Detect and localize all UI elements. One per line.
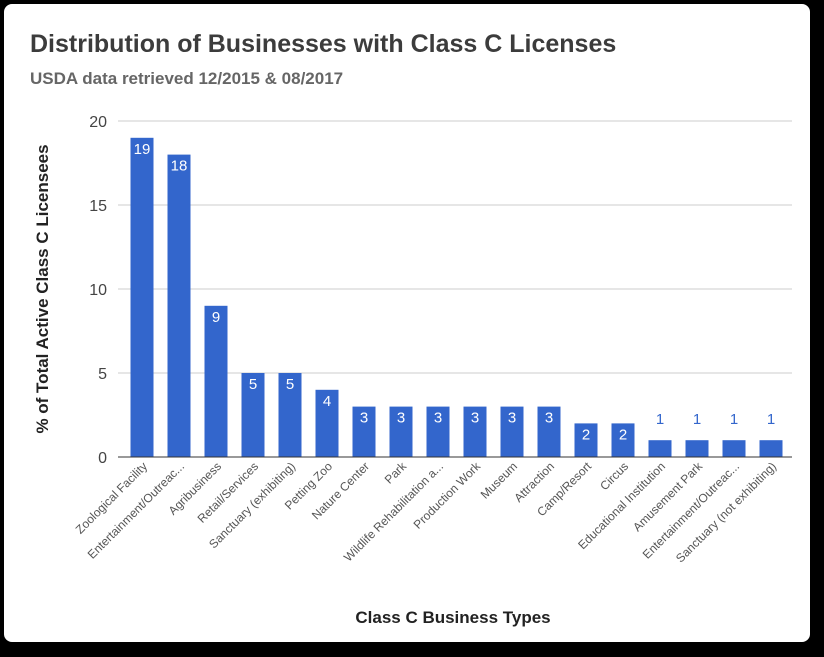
data-label: 9 [212, 309, 220, 326]
bar [130, 137, 154, 458]
data-label: 3 [434, 410, 442, 427]
data-label: 3 [471, 410, 479, 427]
data-label: 2 [582, 426, 590, 443]
bar [574, 423, 598, 457]
gridlines [118, 120, 792, 374]
data-label: 4 [323, 393, 331, 410]
data-label: 5 [249, 376, 257, 393]
x-axis-title: Class C Business Types [355, 608, 550, 627]
bar [759, 440, 783, 457]
data-label: 2 [619, 426, 627, 443]
data-labels: 19 18 9 5 5 4 3 3 3 3 3 3 2 2 1 1 1 1 [134, 141, 776, 444]
y-tick-label: 10 [89, 282, 107, 299]
bar [278, 373, 302, 457]
bars [130, 137, 783, 458]
y-axis-title: % of Total Active Class C Licensees [33, 144, 52, 433]
bar [426, 406, 450, 457]
x-tick-label: Circus [597, 459, 631, 493]
x-tick-label: Production Work [411, 459, 484, 532]
data-label: 18 [171, 158, 188, 175]
y-tick-label: 20 [89, 114, 107, 131]
bar [500, 406, 524, 457]
bar [648, 440, 672, 457]
bar [463, 406, 487, 457]
data-label: 1 [767, 411, 775, 428]
bar [241, 373, 265, 457]
x-tick-label: Park [382, 459, 410, 487]
data-label: 3 [508, 410, 516, 427]
bar [167, 154, 191, 457]
data-label: 1 [730, 411, 738, 428]
y-tick-label: 0 [98, 450, 107, 467]
bar [722, 440, 746, 457]
bar [204, 305, 228, 457]
data-label: 1 [693, 411, 701, 428]
chart-subtitle: USDA data retrieved 12/2015 & 08/2017 [30, 69, 344, 88]
bar [315, 389, 339, 457]
data-label: 3 [360, 410, 368, 427]
data-label: 5 [286, 376, 294, 393]
y-tick-label: 15 [89, 198, 107, 215]
data-label: 3 [397, 410, 405, 427]
chart-title: Distribution of Businesses with Class C … [30, 30, 617, 58]
bar [537, 406, 561, 457]
bar [611, 423, 635, 457]
y-tick-label: 5 [98, 366, 107, 383]
x-axis-ticks: Zoological FacilityEntertainment/Outreac… [73, 459, 779, 566]
bar [352, 406, 376, 457]
bar [389, 406, 413, 457]
data-label: 1 [656, 411, 664, 428]
data-label: 3 [545, 410, 553, 427]
bar [685, 440, 709, 457]
y-axis-ticks: 0 5 10 15 20 [89, 114, 107, 467]
data-label: 19 [134, 141, 151, 158]
